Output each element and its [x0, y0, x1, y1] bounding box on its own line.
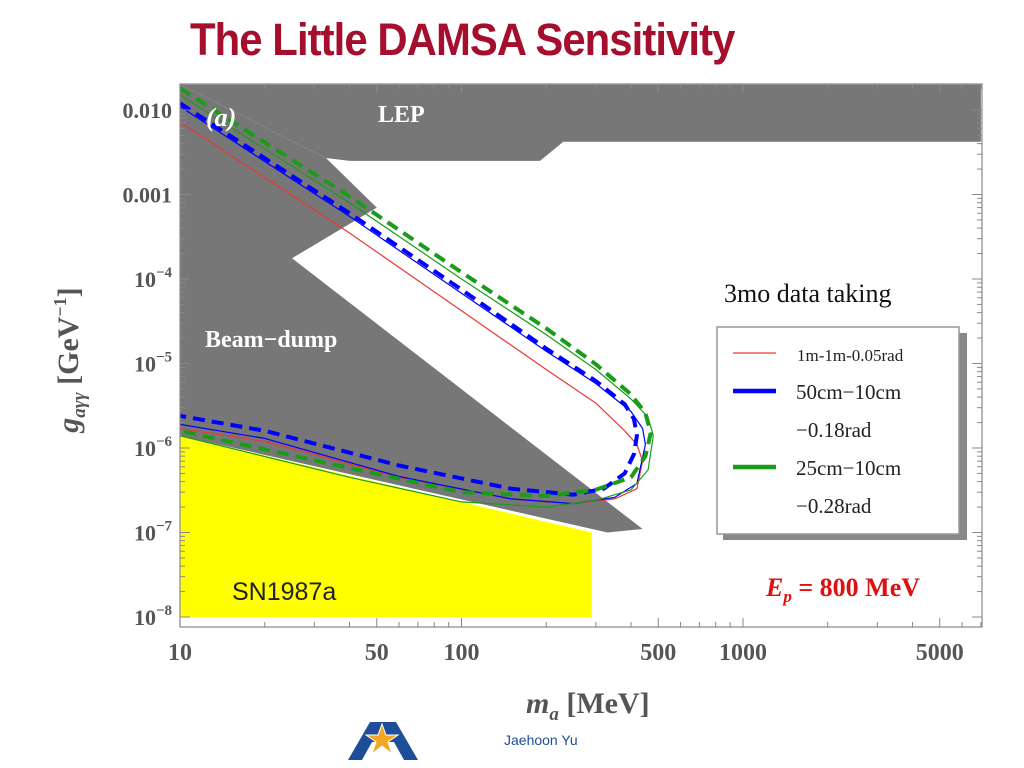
plot-frame [179, 83, 983, 628]
region-label-sn1987a: SN1987a [232, 578, 336, 606]
legend-title: 3mo data taking [724, 279, 892, 308]
y-tick-label: 10−6 [134, 434, 173, 461]
series-line-3 [180, 94, 654, 508]
x-tick-label: 50 [365, 640, 389, 666]
x-axis-label: ma [MeV] [526, 687, 650, 720]
star-icon [364, 722, 400, 756]
series-line-2 [180, 101, 639, 497]
y-tick-label: 0.010 [123, 98, 173, 123]
y-tick-label: 10−4 [134, 265, 173, 292]
region-sn1987a [180, 435, 592, 617]
x-tick-label: 1000 [719, 640, 767, 666]
legend-entry-label: −0.28rad [796, 494, 872, 518]
x-tick-label: 5000 [916, 640, 964, 666]
legend-box [716, 326, 960, 535]
y-tick-label: 10−8 [134, 603, 172, 630]
legend-entry-label: 1m-1m-0.05rad [797, 346, 904, 365]
region-label-lep: LEP [378, 102, 425, 128]
region-lep [180, 84, 981, 161]
legend-entry-label: 25cm−10cm [796, 456, 901, 480]
y-tick-label: 10−5 [134, 350, 172, 377]
university-logo [348, 722, 418, 760]
y-tick-label: 10−7 [134, 519, 173, 546]
panel-label: (a) [206, 103, 236, 132]
x-tick-label: 500 [640, 640, 676, 666]
series-line-1 [180, 105, 647, 505]
x-tick-label: 100 [444, 640, 480, 666]
y-tick-label: 0.001 [123, 183, 173, 208]
y-axis-label: gaγγ [GeV−1] [50, 287, 90, 433]
beam-energy-annotation: Ep = 800 MeV [765, 573, 920, 606]
slide-title: The Little DAMSA Sensitivity [190, 14, 735, 65]
legend: 1m-1m-0.05rad 50cm−10cm −0.18rad 25cm−10cm −… [716, 326, 967, 540]
legend-entry-label: 50cm−10cm [796, 380, 901, 404]
legend-entry-label: −0.18rad [796, 418, 872, 442]
region-beam-dump [180, 84, 643, 533]
presenter-name: Jaehoon Yu [504, 732, 578, 748]
x-tick-label: 10 [168, 640, 192, 666]
sensitivity-plot: 10 50 100 500 1000 5000 0.010 0.001 10−4 10−5 10−6… [50, 83, 983, 720]
series-line-4 [180, 86, 653, 498]
region-label-beam-dump: Beam−dump [205, 327, 337, 353]
